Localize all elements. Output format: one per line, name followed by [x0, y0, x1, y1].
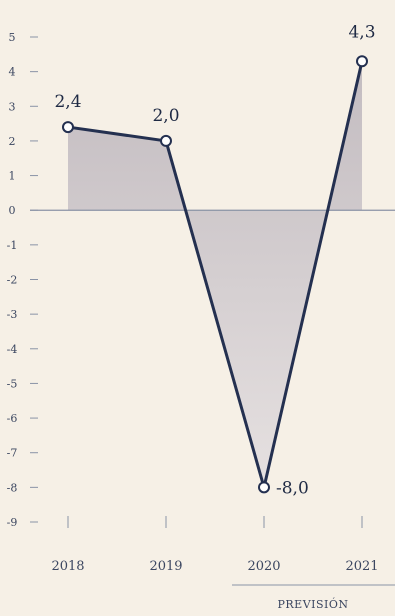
x-category-label: 2018: [51, 559, 84, 574]
y-tick-label: -4: [7, 343, 18, 356]
y-tick-label: -5: [7, 377, 18, 390]
y-tick-label: 0: [9, 204, 16, 217]
y-tick-label: -6: [7, 412, 18, 425]
data-labels: 2,4 2,0 -8,0 4,3: [54, 22, 375, 498]
x-category-label: 2020: [247, 559, 280, 574]
y-tick-label: 1: [9, 170, 16, 183]
data-point: [62, 121, 74, 134]
y-tick-label: 2: [9, 135, 16, 148]
x-axis-labels: 2018 2019 2020 2021: [51, 559, 378, 574]
area-fill: [68, 61, 362, 488]
data-points: [62, 55, 368, 494]
data-point: [160, 134, 172, 147]
data-label: 2,4: [54, 92, 81, 112]
data-point: [258, 481, 270, 494]
y-tick-label: -2: [7, 274, 18, 287]
data-label: 4,3: [348, 22, 375, 42]
y-tick-label: -3: [7, 308, 18, 321]
forecast-label: PREVISIÓN: [277, 597, 348, 611]
data-label: -8,0: [276, 478, 309, 498]
y-tick-label: 3: [9, 100, 16, 113]
y-tick-label: -7: [7, 447, 18, 460]
y-tick-label: -8: [7, 481, 18, 494]
data-point: [356, 55, 368, 68]
area-fill-shape: [68, 61, 362, 488]
y-tick-label: -9: [7, 516, 18, 529]
series-line: [67, 60, 364, 489]
y-tick-label: 5: [9, 31, 16, 44]
y-tick-label: 4: [9, 66, 16, 79]
y-axis: 5 4 3 2 1 0 -1 -2 -3 -4 -5 -6 -7 -8 -9: [7, 31, 395, 529]
x-category-label: 2019: [149, 559, 182, 574]
series-line-path: [67, 60, 364, 489]
x-category-label: 2021: [345, 559, 378, 574]
y-tick-label: -1: [7, 239, 18, 252]
data-label: 2,0: [152, 106, 179, 126]
